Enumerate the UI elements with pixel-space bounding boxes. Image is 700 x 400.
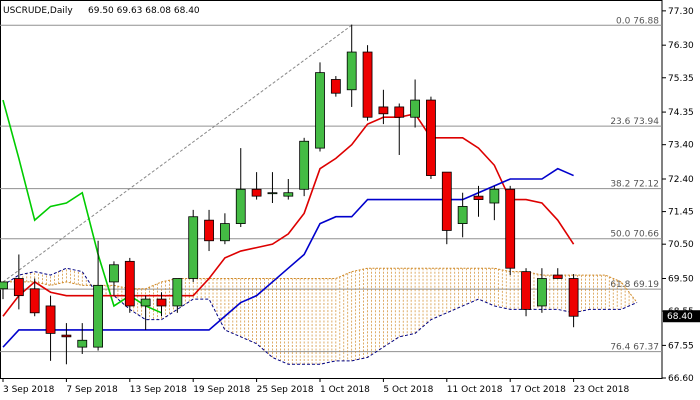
cloud-upper-line (3, 267, 638, 303)
current-price-badge (663, 310, 700, 323)
x-axis-tick-label: 25 Sep 2018 (257, 385, 314, 395)
fibo-level-label: 0.0 76.88 (616, 16, 659, 26)
x-axis-tick-label: 3 Sep 2018 (3, 385, 55, 395)
candle-body (172, 278, 183, 307)
y-axis-tick-label: 73.40 (668, 141, 694, 151)
y-axis-tick-label: 66.60 (668, 374, 694, 384)
cloud-lower-line (2, 267, 638, 365)
fibo-level-label: 23.6 73.94 (610, 117, 659, 127)
y-axis-tick-label: 70.50 (668, 240, 694, 250)
candle-body (568, 278, 579, 317)
candle-body (45, 305, 56, 334)
candle-body (330, 79, 341, 94)
indicator-line (2, 99, 162, 314)
candle-body (235, 188, 246, 224)
candle-body (505, 188, 516, 269)
candle-body (283, 192, 294, 197)
fibo-trend-line (2, 24, 352, 283)
chart-title: USCRUDE,Daily (3, 6, 73, 16)
candle-body (93, 284, 103, 348)
candle-body (489, 188, 500, 204)
y-axis-tick-label: 77.30 (668, 7, 694, 17)
x-axis-tick-label: 13 Sep 2018 (130, 385, 187, 395)
candle-body (362, 51, 373, 118)
candle-body (394, 106, 405, 118)
candle-body (188, 216, 199, 279)
fibo-level-label: 61.8 69.19 (610, 280, 659, 290)
candle-body (219, 223, 230, 242)
fibo-level-label: 76.4 67.37 (610, 343, 659, 353)
x-axis-tick-label: 19 Sep 2018 (193, 385, 250, 395)
plot-frame (0, 0, 663, 379)
y-axis-tick-label: 69.50 (668, 274, 694, 284)
candle-body (473, 195, 484, 200)
candle-body (537, 278, 547, 307)
candle-body (441, 171, 452, 231)
candle-body (299, 140, 310, 190)
y-axis-tick-label: 76.30 (668, 41, 694, 51)
candle-body (521, 271, 531, 310)
candle-body (410, 99, 421, 118)
x-axis-tick-label: 7 Sep 2018 (66, 385, 118, 395)
y-axis-tick-label: 72.40 (668, 175, 694, 185)
candle-body (13, 278, 24, 297)
y-axis-tick-label: 75.35 (668, 74, 694, 84)
candle-body (156, 298, 167, 307)
candle-body (124, 260, 135, 307)
ohlc-header: 69.50 69.63 68.08 68.40 (88, 6, 200, 16)
candle-body (267, 192, 278, 195)
candle-body (61, 334, 72, 338)
candle-body (109, 264, 119, 283)
y-axis-tick-label: 74.35 (668, 108, 694, 118)
candle-body (426, 99, 436, 176)
x-axis-tick-label: 17 Oct 2018 (510, 385, 566, 395)
x-axis-tick-label: 5 Oct 2018 (383, 385, 433, 395)
candle-body (204, 219, 214, 242)
y-axis-tick-label: 71.45 (668, 208, 694, 218)
x-axis-tick-label: 11 Oct 2018 (447, 385, 503, 395)
candle-body (457, 206, 468, 224)
candle-body (140, 298, 151, 307)
candle-body (0, 281, 8, 290)
candle-body (552, 274, 563, 279)
candle-body (251, 188, 262, 197)
candle-body (378, 106, 389, 115)
x-axis-tick-label: 1 Oct 2018 (320, 385, 370, 395)
candle-body (346, 51, 357, 91)
candle-body (29, 288, 40, 314)
candle-body (315, 72, 325, 149)
candle-body (77, 339, 88, 348)
fibo-level-label: 50.0 70.66 (610, 230, 659, 240)
current-price-label: 68.40 (667, 312, 693, 322)
fibo-level-label: 38.2 72.12 (610, 180, 659, 190)
y-axis-tick-label: 67.55 (668, 341, 694, 351)
x-axis-tick-label: 23 Oct 2018 (574, 385, 630, 395)
